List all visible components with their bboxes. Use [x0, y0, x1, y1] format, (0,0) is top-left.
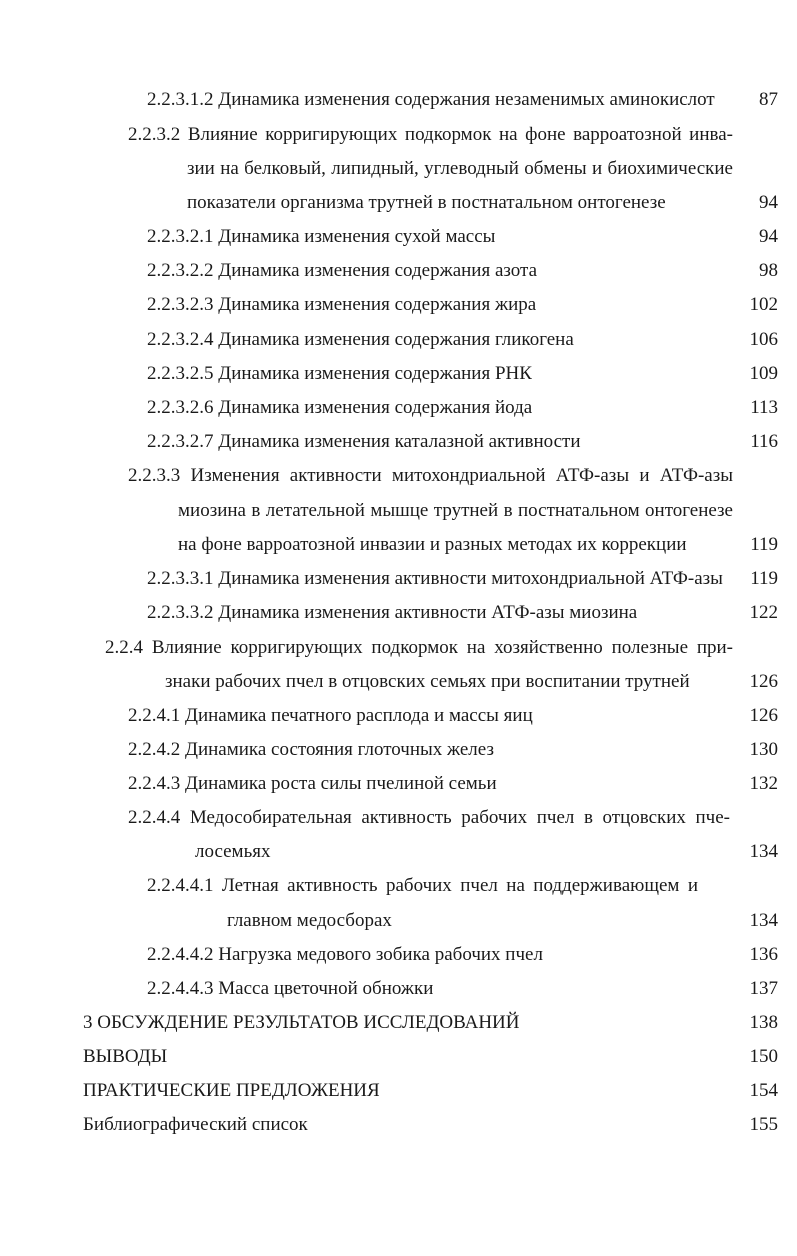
toc-page-number: 132 [749, 773, 779, 794]
toc-page-number: 122 [749, 602, 779, 623]
toc-entry-text: на фоне варроатозной инвазии и разных ме… [178, 534, 687, 555]
toc-entry-text: знаки рабочих пчел в отцовских семьях пр… [165, 671, 690, 692]
toc-entry-text: лосемьях [195, 841, 271, 862]
toc-entry-text: 2.2.3.2.3 Динамика изменения содержания … [147, 294, 537, 315]
toc-entry-text: 2.2.3.3.1 Динамика изменения активности … [147, 568, 723, 589]
toc-entry-text: 2.2.4.3 Динамика роста силы пчелиной сем… [128, 773, 497, 794]
toc-page-number: 106 [749, 329, 779, 350]
toc-entry-text: 2.2.3.3.2 Динамика изменения активности … [147, 602, 638, 623]
toc-entry-text: 2.2.3.1.2 Динамика изменения содержания … [147, 89, 715, 110]
toc-page-number: 137 [749, 978, 779, 999]
toc-page-number: 136 [749, 944, 779, 965]
toc-page-number: 94 [759, 192, 778, 213]
toc-page-number: 134 [749, 910, 779, 931]
toc-entry-text: миозина в летательной мышце трутней в по… [178, 500, 733, 521]
toc-entry-text: 2.2.4.4.3 Масса цветочной обножки [147, 978, 434, 999]
toc-entry-text: главном медосборах [227, 910, 392, 931]
toc-page-number: 154 [749, 1080, 779, 1101]
toc-entry-text: 2.2.3.2 Влияние корригирующих подкормок … [128, 124, 733, 145]
toc-entry-text: 2.2.3.2.7 Динамика изменения каталазной … [147, 431, 581, 452]
toc-page-number: 113 [750, 397, 778, 418]
toc-entry-text: ПРАКТИЧЕСКИЕ ПРЕДЛОЖЕНИЯ [83, 1080, 380, 1101]
toc-entry-text: ВЫВОДЫ [83, 1046, 168, 1067]
toc-entry-text: 2.2.3.2.4 Динамика изменения содержания … [147, 329, 574, 350]
toc-page-number: 102 [749, 294, 779, 315]
toc-entry-text: 2.2.3.2.6 Динамика изменения содержания … [147, 397, 533, 418]
toc-page-number: 126 [749, 705, 779, 726]
toc-entry-text: Библиографический список [83, 1114, 308, 1135]
toc-page-number: 134 [749, 841, 779, 862]
toc-entry-text: 2.2.4.2 Динамика состояния глоточных жел… [128, 739, 494, 760]
toc-page-number: 150 [749, 1046, 779, 1067]
toc-entry-text: 2.2.4.4 Медособирательная активность раб… [128, 807, 730, 828]
toc-entry-text: 2.2.3.3 Изменения активности митохондриа… [128, 465, 733, 486]
toc-entry-text: зии на белковый, липидный, углеводный об… [187, 158, 733, 179]
toc-page-number: 155 [749, 1114, 779, 1135]
toc-entry-text: 2.2.3.2.5 Динамика изменения содержания … [147, 363, 532, 384]
toc-page-number: 116 [750, 431, 778, 452]
toc-entry-text: 2.2.4.4.2 Нагрузка медового зобика рабоч… [147, 944, 543, 965]
toc-entry-text: 3 ОБСУЖДЕНИЕ РЕЗУЛЬТАТОВ ИССЛЕДОВАНИЙ [83, 1012, 520, 1033]
toc-page-number: 138 [749, 1012, 779, 1033]
toc-page-number: 109 [749, 363, 779, 384]
toc-page-number: 119 [750, 534, 778, 555]
toc-page-number: 119 [750, 568, 778, 589]
toc-page-number: 130 [749, 739, 779, 760]
toc-entry-text: 2.2.4.1 Динамика печатного расплода и ма… [128, 705, 533, 726]
toc-entry-text: 2.2.3.2.1 Динамика изменения сухой массы [147, 226, 496, 247]
toc-entry-text: показатели организма трутней в постнатал… [187, 192, 666, 213]
toc-page-number: 126 [749, 671, 779, 692]
toc-entry-text: 2.2.3.2.2 Динамика изменения содержания … [147, 260, 538, 281]
toc-entry-text: 2.2.4 Влияние корригирующих подкормок на… [105, 637, 733, 658]
toc-entry-text: 2.2.4.4.1 Летная активность рабочих пчел… [147, 875, 698, 896]
toc-page-number: 87 [759, 89, 778, 110]
toc-page-number: 94 [759, 226, 778, 247]
toc-page-number: 98 [759, 260, 778, 281]
